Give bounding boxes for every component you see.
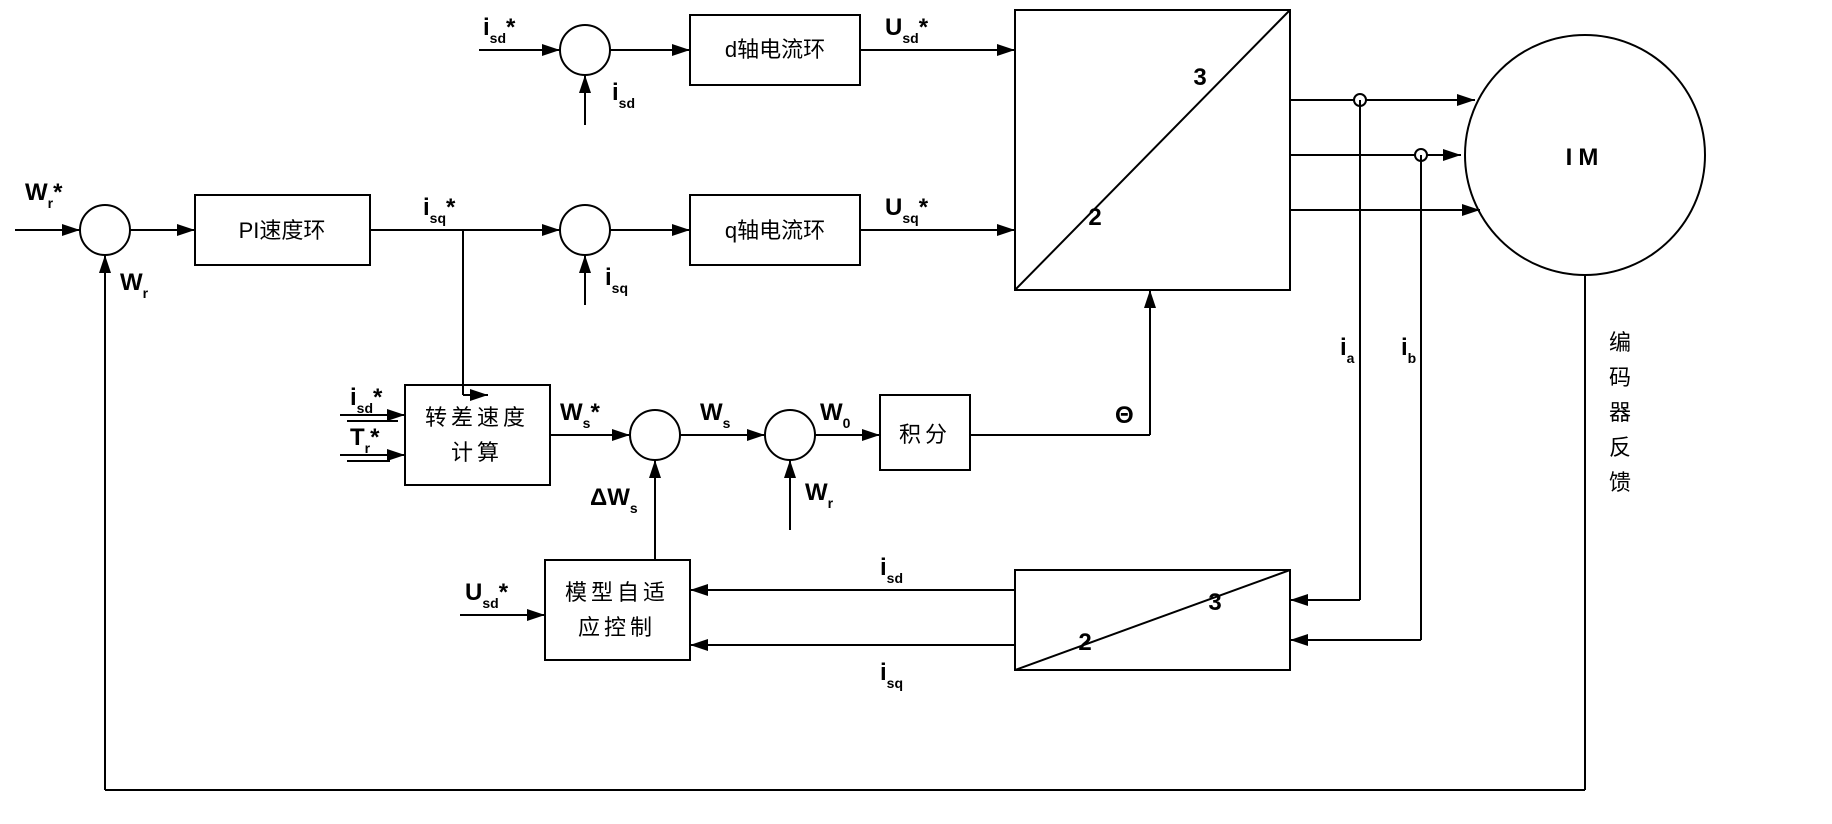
label-ia: ia [1340, 334, 1355, 366]
label-im: IM [1566, 144, 1605, 171]
block-model-adaptive [545, 560, 690, 660]
text-pi-speed: PI速度环 [239, 218, 326, 243]
text-integral: 积分 [899, 422, 951, 447]
label-theta: Θ [1115, 402, 1134, 429]
label-isd: isd [612, 79, 635, 111]
text-encoder-2: 码 [1609, 365, 1631, 390]
label-usd-star2: Usd* [465, 579, 509, 611]
label-isd2: isd [880, 554, 903, 586]
label-three-lower: 3 [1208, 589, 1221, 616]
text-encoder-3: 器 [1609, 400, 1631, 425]
label-ws-star: Ws* [560, 399, 600, 431]
label-isq-star: isq* [423, 194, 456, 226]
text-q-current-loop: q轴电流环 [725, 218, 825, 243]
text-encoder-1: 编 [1609, 330, 1631, 355]
label-ib: ib [1401, 334, 1416, 366]
label-three-upper: 3 [1193, 64, 1206, 91]
label-two-lower: 2 [1078, 629, 1091, 656]
label-isd-star2: isd* [350, 384, 383, 416]
text-encoder-4: 反 [1609, 435, 1631, 460]
text-encoder-5: 馈 [1609, 470, 1631, 495]
text-d-current-loop: d轴电流环 [725, 37, 825, 62]
diag-line-upper [1015, 10, 1290, 290]
sum-node-q [560, 205, 610, 255]
label-usq-star: Usq* [885, 194, 929, 226]
label-w0: W0 [820, 399, 851, 431]
text-model-adaptive-l1: 模型自适 [565, 580, 669, 605]
diag-line-lower [1015, 570, 1290, 670]
text-slip-speed-calc-l2: 计算 [451, 440, 503, 465]
block-slip-speed-calc [405, 385, 550, 485]
sum-node-speed [80, 205, 130, 255]
label-wr: Wr [120, 269, 149, 301]
label-usd-star: Usd* [885, 14, 929, 46]
text-model-adaptive-l2: 应控制 [578, 615, 656, 640]
label-tr-star: Tr* [350, 424, 380, 456]
sum-node-ws [630, 410, 680, 460]
label-isq2: isq [880, 659, 903, 691]
label-two-upper: 2 [1088, 204, 1101, 231]
label-wr2: Wr [805, 479, 834, 511]
label-delta-ws: ΔWs [590, 484, 638, 516]
label-wr-star: Wr* [25, 179, 63, 211]
sum-node-d [560, 25, 610, 75]
text-slip-speed-calc-l1: 转差速度 [425, 405, 529, 430]
label-ws: Ws [700, 399, 731, 431]
label-isd-star: isd* [483, 14, 516, 46]
sum-node-w0 [765, 410, 815, 460]
label-isq: isq [605, 264, 628, 296]
